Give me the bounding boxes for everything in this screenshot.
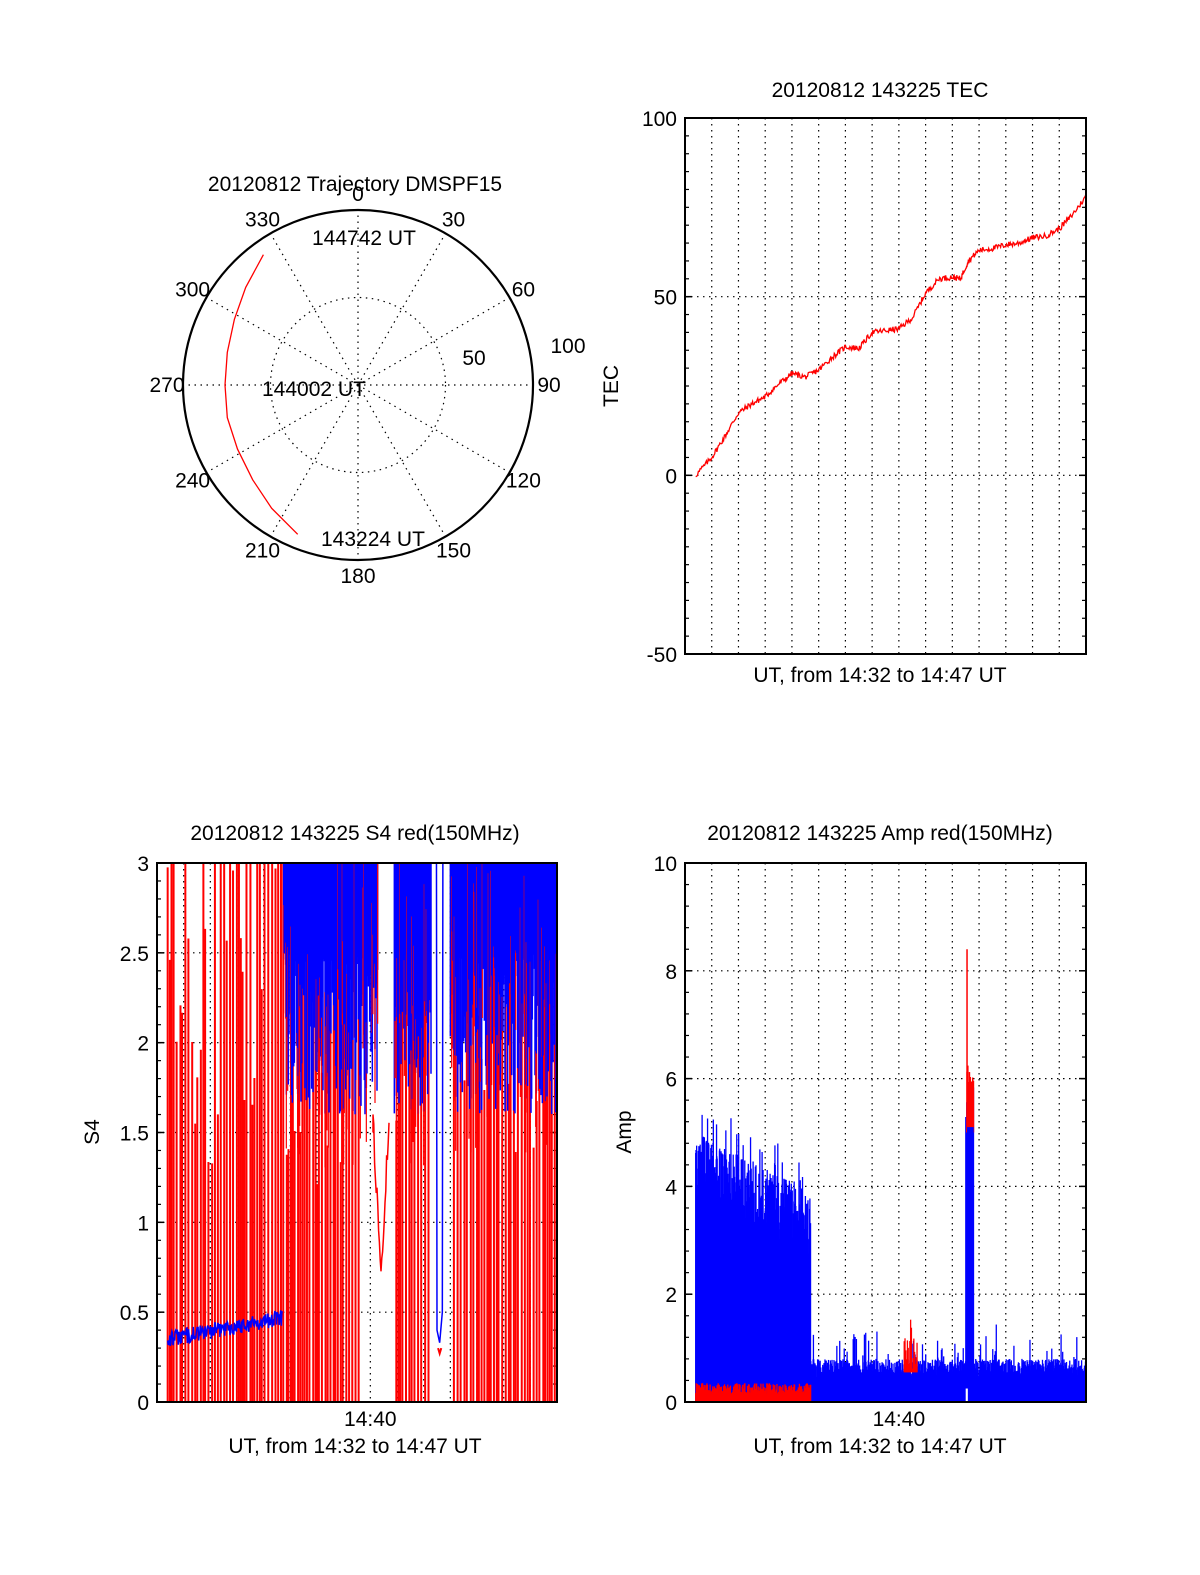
- tec-grid: [685, 117, 1086, 655]
- polar-spoke: [357, 296, 510, 386]
- track-label-start: 143224 UT: [321, 528, 425, 551]
- s4-panel: 20120812 143225 S4 red(150MHz) 3 2.5 2 1.5 1…: [81, 822, 558, 1458]
- amp-spike-gap: [965, 1388, 968, 1402]
- polar-angle-label: 270: [149, 374, 184, 397]
- y-tick-label: 1: [137, 1212, 149, 1235]
- y-tick-label: 6: [665, 1069, 677, 1092]
- y-tick-label: 2: [665, 1284, 677, 1307]
- s4-plot-frame: [156, 862, 558, 1403]
- s4-ylabel: S4: [81, 1119, 104, 1145]
- amp-title: 20120812 143225 Amp red(150MHz): [707, 822, 1053, 845]
- polar-angle-label: 240: [175, 470, 210, 493]
- y-tick-label: 0: [137, 1392, 149, 1415]
- radial-label-50: 50: [462, 347, 485, 370]
- s4-title: 20120812 143225 S4 red(150MHz): [190, 822, 519, 845]
- y-tick-label: 0.5: [120, 1302, 149, 1325]
- polar-inner-circle: [269, 296, 447, 474]
- polar-angle-label: 180: [340, 565, 375, 588]
- polar-angle-label: 330: [245, 209, 280, 232]
- tec-plot-frame: [684, 117, 1087, 655]
- polar-title: 20120812 Trajectory DMSPF15: [208, 173, 502, 196]
- y-tick-label: 3: [137, 853, 149, 876]
- polar-angle-label: 210: [245, 539, 280, 562]
- y-tick-label: 1.5: [120, 1123, 149, 1146]
- polar-spoke: [269, 384, 359, 537]
- polar-angle-label: 0: [352, 183, 364, 206]
- y-tick-label: 2.5: [120, 943, 149, 966]
- s4-blue-low-series: [166, 1310, 284, 1346]
- s4-y-tick-labels: 3 2.5 2 1.5 1 0.5 0: [120, 853, 149, 1415]
- y-tick-label: 0: [665, 465, 677, 488]
- s4-red-dip: [372, 1114, 390, 1272]
- tec-series-line: [695, 194, 1087, 478]
- polar-angle-label: 30: [442, 209, 465, 232]
- y-tick-label: 8: [665, 961, 677, 984]
- polar-spoke: [357, 384, 510, 474]
- y-tick-label: 50: [654, 287, 677, 310]
- s4-blue-dip: [435, 862, 444, 1343]
- amp-panel: 20120812 143225 Amp red(150MHz) 1086420 …: [613, 822, 1087, 1458]
- tec-title: 20120812 143225 TEC: [772, 79, 989, 102]
- amp-plot-frame: [684, 862, 1087, 1403]
- polar-spoke: [269, 233, 359, 386]
- track-label-mid: 144002 UT: [262, 378, 366, 401]
- track-label-end: 144742 UT: [312, 227, 416, 250]
- amp-xlabel: UT, from 14:32 to 14:47 UT: [753, 1435, 1006, 1458]
- polar-angle-label: 120: [506, 470, 541, 493]
- s4-xlabel: UT, from 14:32 to 14:47 UT: [228, 1435, 481, 1458]
- y-tick-label: -50: [647, 644, 677, 667]
- amp-bars: [695, 949, 1087, 1402]
- amp-ylabel: Amp: [613, 1110, 636, 1153]
- y-tick-label: 2: [137, 1033, 149, 1056]
- polar-angle-label: 60: [512, 279, 535, 302]
- polar-trajectory-panel: 20120812 Trajectory DMSPF15 0 30 60 90 120 15…: [149, 173, 585, 588]
- tec-panel: 20120812 143225 TEC 100 50 0 -50 UT, from 1…: [600, 79, 1087, 687]
- amp-y-tick-labels: 10 8 6 4 2 0: [654, 853, 678, 1415]
- y-tick-label: 10: [654, 853, 677, 876]
- polar-angle-label: 150: [436, 539, 471, 562]
- tec-xlabel: UT, from 14:32 to 14:47 UT: [753, 664, 1006, 687]
- polar-angle-label: 90: [537, 374, 560, 397]
- amp-blue-spike: [967, 1127, 974, 1402]
- polar-grid: [181, 208, 535, 562]
- trajectory-track: [224, 254, 299, 535]
- tec-ylabel: TEC: [600, 365, 623, 407]
- y-tick-label: 4: [665, 1176, 677, 1199]
- radial-label-100: 100: [550, 335, 585, 358]
- s4-red-dip-small: [437, 1347, 443, 1358]
- tec-y-tick-labels: 100 50 0 -50: [642, 108, 677, 667]
- amp-x-tick-label: 14:40: [873, 1408, 926, 1431]
- s4-bars: [166, 862, 558, 1402]
- s4-x-tick-label: 14:40: [344, 1408, 397, 1431]
- y-tick-label: 0: [665, 1392, 677, 1415]
- polar-angle-label: 300: [175, 279, 210, 302]
- polar-angle-labels: 0 30 60 90 120 150 180 210 240 270 300 330: [149, 183, 560, 588]
- y-tick-label: 100: [642, 108, 677, 131]
